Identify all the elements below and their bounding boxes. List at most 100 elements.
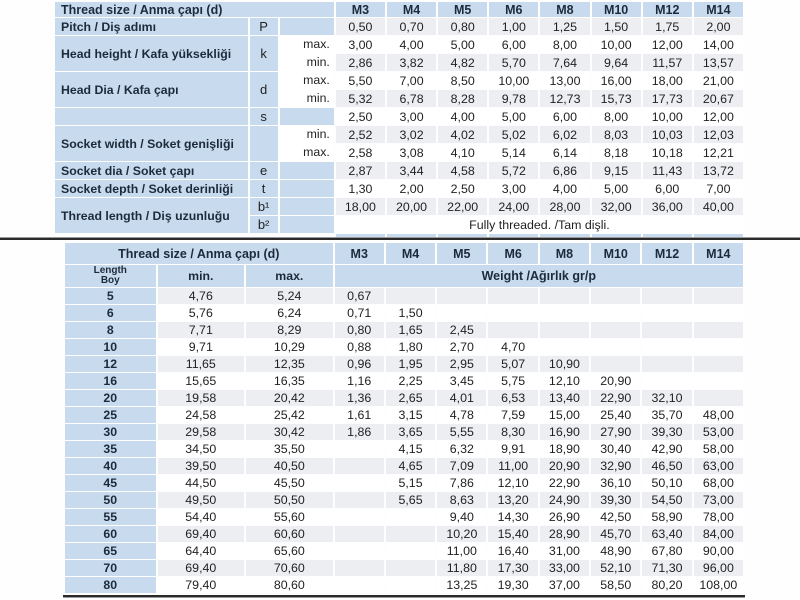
min-value-cell: 9,71: [157, 339, 245, 355]
size-header-cell: M3: [334, 243, 384, 264]
spec-value-cell: 6,00: [489, 36, 539, 53]
spec-row: s 2,50 3,00 4,00 5,00 6,00 8,00 10,00 12,00: [55, 108, 743, 125]
spec-bottom-strip: [55, 234, 743, 239]
weight-value-cell: 4,15: [385, 441, 436, 457]
max-value-cell: 50,50: [246, 492, 333, 508]
spec-row: Pitch / Diş adımı P 0,50 0,70 0,80 1,00 1,25 1,…: [55, 18, 743, 35]
spec-letter-cell: t: [249, 180, 278, 197]
spec-row: Socket width / Soket genişliği min. 2,52 3,…: [55, 126, 743, 161]
weight-value-cell: 6,53: [488, 390, 538, 406]
size-header-cell: M3: [335, 2, 385, 17]
spec-value-cell: 24,00: [489, 198, 539, 215]
spec-subrow-cell: [279, 18, 334, 35]
spec-value-cell: 7,64: [540, 54, 590, 71]
weight-value-cell: 2,65: [385, 390, 436, 406]
weight-row: 25 24,58 25,42 1,61 3,15 4,78 7,59 15,00 25,40 35…: [65, 407, 743, 423]
weight-value-cell: [539, 288, 590, 304]
min-value-cell: 5,76: [157, 305, 245, 321]
max-value-cell: 70,60: [246, 560, 333, 576]
bottom-rule-gray-line: [63, 597, 745, 598]
weight-value-cell: [693, 356, 743, 372]
spec-value-cell: 18,00: [642, 72, 692, 89]
max-value-cell: 6,24: [246, 305, 333, 321]
min-value-cell: 7,71: [157, 322, 245, 338]
weight-value-cell: 90,00: [693, 543, 743, 559]
weight-value-cell: 31,00: [539, 543, 590, 559]
weight-value-cell: [488, 288, 538, 304]
weight-header-row-1: Thread size / Anma çapı (d) M3 M4 M5 M6 M8 M1…: [65, 243, 743, 264]
spec-value-cell: 18,00: [335, 198, 385, 215]
min-value-cell: 79,40: [157, 577, 245, 593]
length-cell: 25: [65, 407, 156, 423]
spec-row: Thread length / Diş uzunluğu b¹ 18,00 20,00…: [55, 198, 743, 233]
weight-value-cell: [642, 373, 692, 389]
weight-value-cell: 33,00: [539, 560, 590, 576]
weight-value-cell: 80,20: [642, 577, 692, 593]
spec-letter-cell: s: [249, 108, 278, 125]
spec-value-cell: 36,00: [642, 198, 692, 215]
spec-value-cell: 16,00: [591, 72, 641, 89]
weight-value-cell: 15,00: [539, 407, 590, 423]
max-value-cell: 80,60: [246, 577, 333, 593]
weight-value-cell: 13,40: [539, 390, 590, 406]
spec-value-cell: 6,00: [642, 180, 692, 197]
length-cell: 8: [65, 322, 156, 338]
spec-value-cell: 3,00: [489, 180, 539, 197]
weight-value-cell: 0,71: [334, 305, 384, 321]
weight-value-cell: 9,91: [488, 441, 538, 457]
weight-value-cell: [693, 305, 743, 321]
weight-value-cell: [334, 543, 384, 559]
weight-value-cell: 9,40: [437, 509, 487, 525]
weight-value-cell: 22,90: [591, 390, 641, 406]
weight-value-cell: 22,90: [539, 475, 590, 491]
spec-value-cell: 3,00: [335, 36, 385, 53]
weight-row: 55 54,40 55,60 9,40 14,30 26,90 42,50 58,90 78,0…: [65, 509, 743, 525]
weight-value-cell: 1,95: [385, 356, 436, 372]
spec-row: Socket depth / Soket derinliği t 1,30 2,00 2…: [55, 180, 743, 197]
weight-row: 70 69,40 70,60 11,80 17,30 33,00 52,10 71,30 96,…: [65, 560, 743, 576]
weight-value-cell: [334, 526, 384, 542]
weight-value-cell: [334, 441, 384, 457]
weight-value-cell: 11,80: [437, 560, 487, 576]
weight-value-cell: 16,90: [539, 424, 590, 440]
min-value-cell: 34,50: [157, 441, 245, 457]
weight-value-cell: 45,70: [591, 526, 641, 542]
spec-row-label: Socket width / Soket genişliği: [55, 126, 248, 161]
spec-row: Socket dia / Soket çapı e 2,87 3,44 4,58 5,72…: [55, 162, 743, 179]
weight-value-cell: 108,00: [693, 577, 743, 593]
spec-value-cell: 15,73: [591, 90, 641, 107]
spec-row: min. 5,32 6,78 8,28 9,78 12,73 15,73 17,73 20,67: [55, 90, 743, 107]
spec-value-cell: 0,50: [335, 18, 385, 35]
spec-value-cell: 10,00: [591, 36, 641, 53]
weight-value-cell: [437, 288, 487, 304]
spec-subrow-cell: max.: [279, 72, 334, 89]
weight-value-cell: [334, 509, 384, 525]
max-header-cell: max.: [246, 265, 333, 287]
weight-value-cell: 11,00: [488, 458, 538, 474]
weight-value-cell: 71,30: [642, 560, 692, 576]
min-value-cell: 64,40: [157, 543, 245, 559]
size-header-cell: M8: [539, 243, 590, 264]
max-value-cell: 65,60: [246, 543, 333, 559]
weight-value-cell: 20,90: [539, 458, 590, 474]
weight-value-cell: 7,59: [488, 407, 538, 423]
spec-value-cell: 8,00: [540, 36, 590, 53]
spec-value-cell: 6,86: [540, 162, 590, 179]
weight-value-cell: 16,40: [488, 543, 538, 559]
spec-value-cell: 8,03: [591, 126, 641, 143]
weight-value-cell: 1,50: [385, 305, 436, 321]
weight-value-cell: 17,30: [488, 560, 538, 576]
weight-value-cell: 2,95: [437, 356, 487, 372]
weight-value-cell: [642, 356, 692, 372]
weight-value-cell: 11,00: [437, 543, 487, 559]
weight-value-cell: 10,90: [539, 356, 590, 372]
weight-value-cell: 14,30: [488, 509, 538, 525]
weight-value-cell: 12,10: [539, 373, 590, 389]
weight-value-cell: 4,01: [437, 390, 487, 406]
spec-value-cell: 4,00: [386, 36, 437, 53]
spec-value-cell: 13,00: [540, 72, 590, 89]
weight-row: 35 34,50 35,50 4,15 6,32 9,91 18,90 30,40 42,90 5…: [65, 441, 743, 457]
spec-value-cell: 2,00: [693, 18, 743, 35]
weight-row: 6 5,76 6,24 0,71 1,50: [65, 305, 743, 321]
spec-row-label: Socket dia / Soket çapı: [55, 162, 248, 179]
